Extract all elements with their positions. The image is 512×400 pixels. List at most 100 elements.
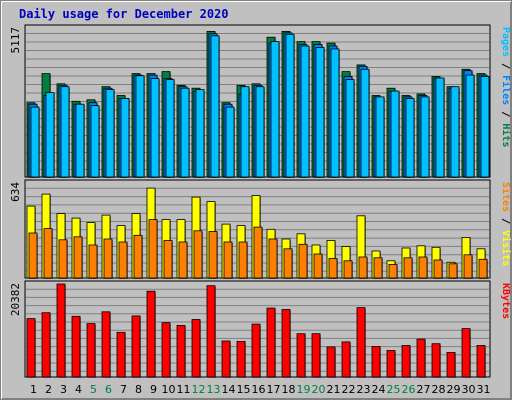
bar-pages [480,76,490,178]
legend-entry: Hits [500,123,512,147]
bar-pages [90,105,100,178]
legend-entry: Pages [500,27,511,57]
bar-pages [240,86,250,178]
x-tick-label: 16 [252,383,266,396]
bar-pages [210,35,220,178]
x-tick-label: 19 [297,383,311,396]
bar-sites [73,236,83,279]
legend-hits: Pages / Files / Hits [500,27,512,147]
bar-kbytes [131,315,141,378]
bar-sites [313,253,323,279]
bar-sites [88,244,98,279]
bar-sites [358,256,368,279]
x-tick-label: 2 [45,383,52,396]
bar-pages [390,90,400,178]
legend-kbytes: KBytes [500,283,511,319]
bar-pages [345,79,355,178]
bar-sites [238,241,248,279]
x-tick-label: 27 [417,383,431,396]
x-tick-label: 23 [357,383,371,396]
bar-pages [270,41,280,178]
x-tick-label: 6 [105,383,112,396]
y-max-label: 5117 [9,27,22,54]
bar-kbytes [236,340,246,378]
bar-sites [373,257,383,279]
x-tick-label: 29 [447,383,461,396]
bar-pages [120,98,130,178]
legend-entry: Sites [500,182,512,212]
bar-kbytes [296,333,306,378]
bar-kbytes [26,318,36,378]
bar-pages [330,48,340,178]
bar-kbytes [326,346,336,378]
bar-pages [135,75,145,178]
bar-sites [268,238,278,279]
bar-sites [403,257,413,279]
bar-sites [28,232,38,279]
y-max-label: 634 [9,182,22,202]
bar-sites [253,226,263,279]
bar-pages [30,106,40,178]
bar-kbytes [431,343,441,378]
x-tick-label: 18 [282,383,296,396]
bar-kbytes [146,290,156,378]
bar-pages [150,78,160,178]
legend-entry: / [500,105,511,123]
x-tick-label: 9 [150,383,157,396]
x-tick-label: 17 [267,383,281,396]
bar-sites [343,260,353,279]
bar-pages [45,92,55,178]
bar-sites [463,254,473,279]
x-tick-label: 13 [207,383,221,396]
bar-pages [225,106,235,178]
chart-title: Daily usage for December 2020 [19,7,229,21]
bar-kbytes [461,328,471,378]
x-tick-label: 12 [192,383,206,396]
bar-sites [418,256,428,279]
bar-pages [75,103,85,178]
bar-kbytes [281,309,291,378]
bar-kbytes [191,319,201,378]
bar-kbytes [251,323,261,378]
x-tick-label: 10 [162,383,176,396]
bar-kbytes [41,312,51,378]
x-tick-label: 22 [342,383,356,396]
bar-pages [450,86,460,178]
bar-sites [43,228,53,279]
bar-sites [388,264,398,279]
bar-kbytes [86,323,96,378]
bar-kbytes [416,338,426,378]
bar-pages [165,79,175,178]
bar-kbytes [341,341,351,378]
bar-sites [133,234,143,279]
bar-kbytes [446,351,456,378]
bar-sites [58,239,68,279]
bar-kbytes [311,333,321,378]
legend-entry: Files [500,75,512,105]
legend-entry: / [500,212,511,230]
bar-kbytes [56,283,66,378]
bar-sites [283,248,293,279]
x-tick-label: 4 [75,383,82,396]
bar-pages [180,87,190,178]
bar-sites [103,238,113,279]
x-tick-label: 5 [90,383,97,396]
legend-entry: KBytes [500,283,511,319]
x-tick-label: 20 [312,383,326,396]
bar-pages [435,77,445,178]
bar-pages [465,74,475,178]
bar-sites [328,258,338,279]
bar-kbytes [266,307,276,378]
bar-sites [148,219,158,279]
bar-pages [300,45,310,178]
bar-kbytes [161,322,171,378]
bar-pages [420,96,430,178]
x-tick-label: 8 [135,383,142,396]
bar-kbytes [71,315,81,378]
bar-sites [298,243,308,279]
x-tick-label: 7 [120,383,127,396]
x-tick-label: 1 [30,383,37,396]
bar-pages [375,96,385,178]
bar-kbytes [476,345,486,378]
